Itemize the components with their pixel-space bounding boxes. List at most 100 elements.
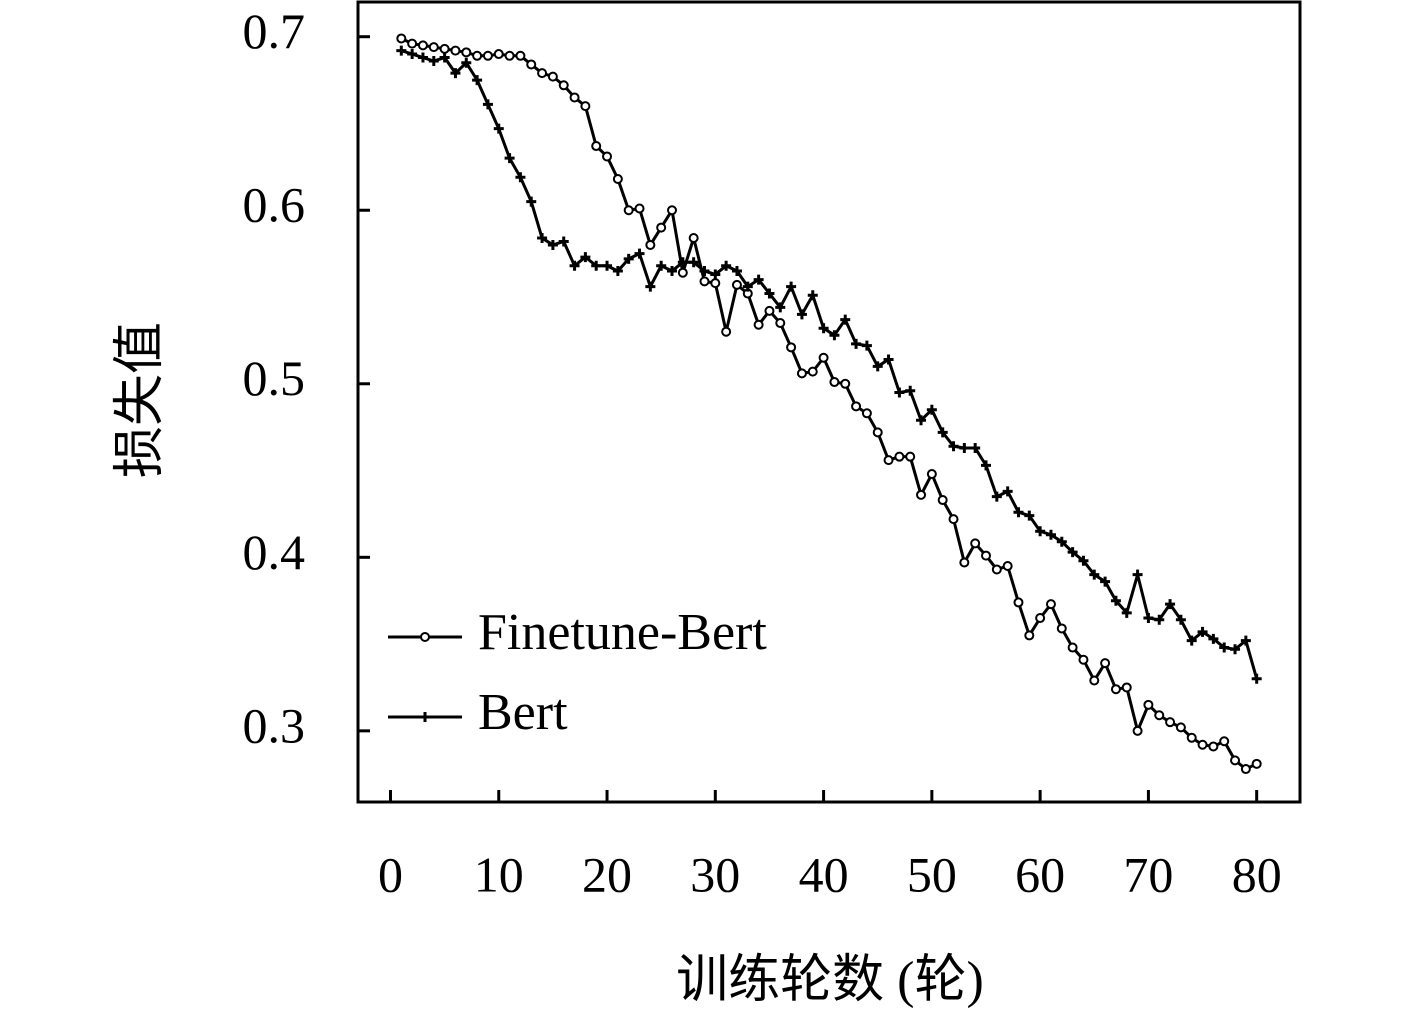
point: [1219, 736, 1230, 747]
point: [677, 257, 688, 268]
point: [580, 101, 591, 112]
x-tick-label: 20: [582, 846, 632, 902]
point: [959, 557, 970, 568]
point: [1024, 630, 1035, 641]
point: [948, 514, 959, 525]
point: [407, 49, 418, 60]
point: [851, 338, 862, 349]
point: [417, 52, 428, 63]
point: [580, 252, 591, 263]
point: [905, 385, 916, 396]
point: [937, 427, 948, 438]
point: [981, 460, 991, 471]
x-axis-label: 训练轮数 (轮): [676, 952, 984, 1009]
point: [872, 427, 883, 438]
point: [591, 141, 602, 152]
point: [840, 378, 851, 389]
point: [1089, 569, 1100, 580]
point: [1089, 675, 1100, 686]
legend-label: Bert: [478, 684, 568, 741]
x-tick-label: 80: [1232, 846, 1282, 902]
x-tick-label: 50: [907, 846, 957, 902]
point: [894, 387, 905, 398]
point: [959, 442, 970, 453]
point: [818, 323, 829, 334]
point: [764, 288, 775, 299]
point: [493, 49, 504, 60]
point: [1165, 717, 1176, 728]
point: [439, 52, 450, 63]
point: [818, 352, 829, 363]
point: [731, 279, 742, 290]
point: [1024, 510, 1035, 521]
point: [472, 75, 483, 86]
point: [1132, 569, 1143, 580]
point: [504, 50, 515, 61]
point: [407, 38, 418, 49]
point: [1121, 682, 1132, 693]
point: [937, 495, 948, 506]
point: [1132, 725, 1143, 736]
point: [634, 248, 645, 259]
point: [1121, 607, 1132, 618]
point: [1056, 536, 1067, 547]
point: [970, 442, 981, 453]
point: [883, 354, 894, 365]
point: [948, 441, 959, 452]
x-tick-label: 30: [690, 846, 740, 902]
point: [1186, 635, 1197, 646]
point: [602, 151, 613, 162]
point: [526, 196, 537, 207]
point: [861, 340, 872, 351]
point: [861, 408, 872, 419]
y-tick-label: 0.6: [243, 177, 306, 233]
point: [1110, 684, 1121, 695]
point: [493, 123, 504, 134]
point: [731, 265, 742, 276]
point: [537, 68, 548, 79]
point: [656, 260, 667, 271]
point: [1067, 547, 1078, 558]
legend-marker: [420, 632, 430, 642]
point: [786, 281, 797, 292]
point: [1175, 614, 1186, 625]
point: [991, 564, 1002, 575]
point: [645, 239, 656, 250]
point: [796, 309, 807, 320]
point: [667, 265, 677, 276]
point: [569, 92, 580, 103]
point: [721, 260, 732, 271]
point: [526, 59, 537, 70]
point: [558, 80, 569, 91]
point: [634, 203, 645, 214]
point: [569, 260, 580, 271]
point: [461, 47, 472, 58]
point: [699, 265, 710, 276]
point: [905, 451, 916, 462]
point: [807, 366, 818, 377]
point: [916, 415, 927, 426]
point: [450, 45, 461, 56]
point: [1154, 614, 1165, 625]
y-tick-label: 0.5: [243, 350, 306, 406]
point: [428, 56, 439, 67]
point: [786, 342, 797, 353]
point: [1230, 755, 1241, 766]
point: [428, 42, 439, 53]
y-tick-label: 0.7: [243, 3, 306, 59]
point: [710, 269, 721, 280]
point: [396, 33, 407, 44]
point: [991, 491, 1002, 502]
point: [1219, 642, 1230, 653]
point: [775, 302, 786, 313]
point: [1251, 758, 1262, 769]
point: [699, 276, 710, 287]
point: [1002, 560, 1013, 571]
point: [851, 401, 862, 412]
point: [482, 99, 493, 110]
point: [894, 451, 905, 462]
point: [796, 368, 807, 379]
point: [1197, 739, 1208, 750]
point: [1240, 764, 1251, 775]
